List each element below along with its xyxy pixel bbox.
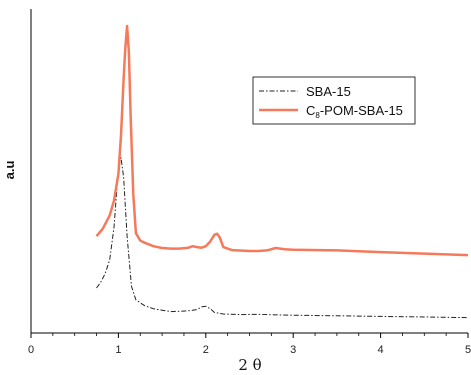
series-line-sba15 <box>96 157 469 319</box>
x-tick-label: 5 <box>465 344 471 356</box>
legend-label-c8-pom-sub: 8 <box>315 111 320 120</box>
x-axis-title: 2 θ <box>238 356 261 374</box>
series-layer <box>95 24 469 319</box>
plot-frame <box>30 9 468 334</box>
legend-label-sba15: SBA-15 <box>306 84 351 99</box>
legend-label-c8-pom: C8-POM-SBA-15 <box>306 103 403 120</box>
x-tick-label: 4 <box>378 344 384 356</box>
series-line-c8-pom-sba15 <box>95 24 469 257</box>
x-tick-label: 1 <box>115 344 121 356</box>
legend-label-c8-pom-rest: -POM-SBA-15 <box>320 103 403 118</box>
x-tick-label: 3 <box>290 344 296 356</box>
x-axis-tick-labels: 0 1 2 3 4 5 <box>28 344 471 356</box>
x-tick-label: 2 <box>203 344 209 356</box>
legend-box <box>252 76 416 125</box>
x-axis-ticks <box>30 333 469 338</box>
legend-label-c8-pom-main: C <box>306 103 315 118</box>
legend: SBA-15 C8-POM-SBA-15 <box>252 76 416 125</box>
x-tick-label: 0 <box>28 344 34 356</box>
y-axis-title: a.u <box>2 161 17 180</box>
